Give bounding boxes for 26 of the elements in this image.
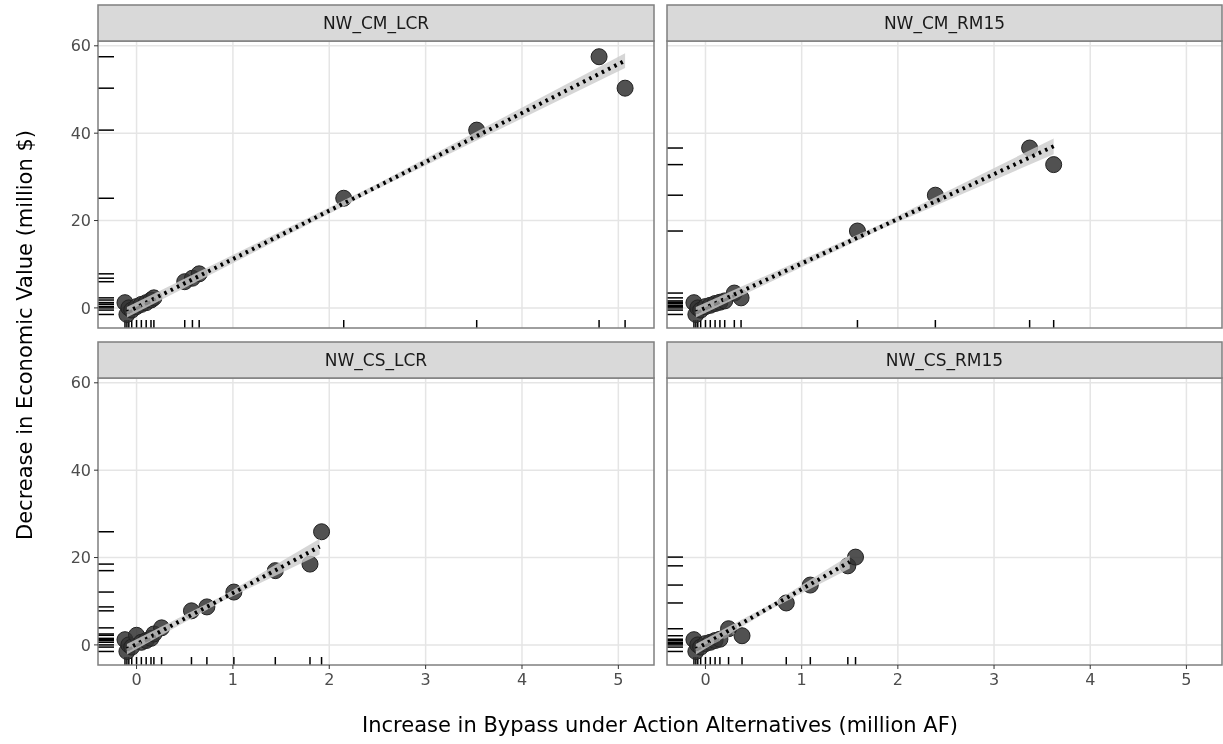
x-tick-label: 2: [892, 670, 903, 689]
x-tick-label: 1: [796, 670, 807, 689]
y-tick-label: 0: [80, 298, 91, 318]
x-tick-label: 5: [1181, 670, 1192, 689]
x-tick-label: 2: [324, 670, 335, 689]
x-tick-label: 0: [131, 670, 142, 689]
y-tick-label: 0: [80, 635, 91, 655]
x-tick-label: 4: [1085, 670, 1096, 689]
y-tick-label: 60: [70, 36, 91, 56]
y-tick-label: 60: [70, 373, 91, 393]
chart-title: NW_CS_LCR: [324, 349, 428, 371]
chart-title: NW_CM_RM15: [883, 12, 1006, 34]
x-tick-label: 3: [988, 670, 1000, 689]
y-tick-label: 40: [70, 123, 91, 143]
x-axis-title: Increase in Bypass under Action Alternatives (million AF): [362, 713, 958, 737]
y-axis-title: Decrease in Economic Value (million $): [13, 129, 37, 541]
x-tick-label: 0: [700, 670, 711, 689]
y-tick-label: 20: [70, 548, 91, 568]
chart-title: NW_CM_LCR: [322, 12, 430, 34]
x-tick-label: 4: [516, 670, 528, 689]
x-tick-label: 1: [227, 670, 238, 689]
x-tick-label: 3: [420, 670, 431, 689]
x-tick-label: 5: [613, 670, 624, 689]
chart-title: NW_CS_RM15: [885, 349, 1004, 371]
y-tick-label: 40: [70, 460, 91, 480]
y-tick-label: 20: [70, 211, 91, 231]
